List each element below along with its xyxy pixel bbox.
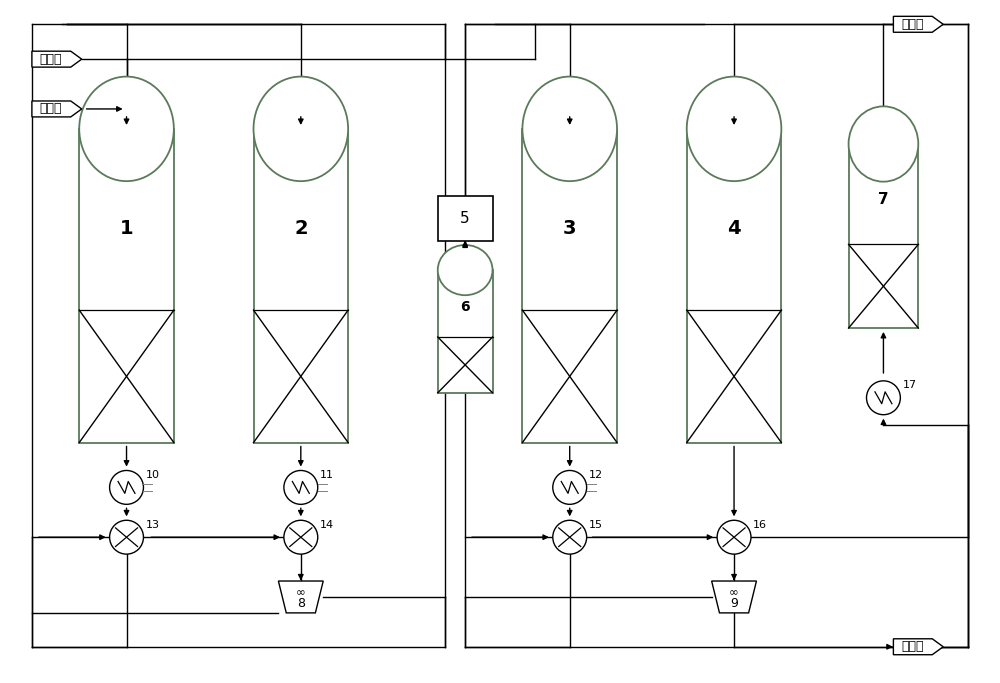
Ellipse shape bbox=[79, 76, 174, 181]
Text: 10: 10 bbox=[145, 470, 159, 479]
Text: 4: 4 bbox=[727, 219, 741, 238]
Circle shape bbox=[553, 471, 587, 504]
Bar bbox=[687, 129, 781, 443]
Circle shape bbox=[284, 520, 318, 554]
Bar bbox=[79, 129, 174, 443]
Ellipse shape bbox=[849, 107, 918, 182]
Text: 1: 1 bbox=[120, 219, 133, 238]
Polygon shape bbox=[32, 51, 82, 67]
Text: 9: 9 bbox=[730, 598, 738, 611]
Text: 合成气: 合成气 bbox=[40, 53, 62, 66]
Bar bbox=[522, 129, 617, 443]
Bar bbox=[438, 196, 493, 241]
Circle shape bbox=[717, 520, 751, 554]
Text: 8: 8 bbox=[297, 598, 305, 611]
Bar bbox=[438, 270, 493, 393]
Text: 12: 12 bbox=[589, 470, 603, 479]
Ellipse shape bbox=[254, 76, 348, 181]
Text: 17: 17 bbox=[902, 380, 916, 390]
Text: 13: 13 bbox=[145, 520, 159, 529]
Text: 5: 5 bbox=[460, 211, 470, 226]
Text: 2: 2 bbox=[294, 219, 308, 238]
Text: 6: 6 bbox=[460, 300, 470, 314]
Text: 水莒气: 水莒气 bbox=[40, 102, 62, 115]
Circle shape bbox=[867, 381, 900, 415]
Ellipse shape bbox=[522, 76, 617, 181]
Bar bbox=[849, 144, 918, 328]
Circle shape bbox=[553, 520, 587, 554]
Text: 14: 14 bbox=[320, 520, 334, 529]
Polygon shape bbox=[278, 581, 323, 613]
Circle shape bbox=[284, 471, 318, 504]
Circle shape bbox=[110, 520, 143, 554]
Text: 7: 7 bbox=[878, 192, 889, 207]
Text: 11: 11 bbox=[320, 470, 334, 479]
Text: 冷凝水: 冷凝水 bbox=[901, 640, 924, 653]
Ellipse shape bbox=[687, 76, 781, 181]
Text: 3: 3 bbox=[563, 219, 576, 238]
Polygon shape bbox=[32, 101, 82, 117]
Text: ∞: ∞ bbox=[296, 586, 306, 599]
Ellipse shape bbox=[438, 245, 493, 295]
Text: 15: 15 bbox=[589, 520, 603, 529]
Polygon shape bbox=[712, 581, 756, 613]
Text: ∞: ∞ bbox=[729, 586, 739, 599]
Polygon shape bbox=[893, 16, 943, 32]
Text: 天然气: 天然气 bbox=[901, 18, 924, 31]
Text: 16: 16 bbox=[753, 520, 767, 529]
Polygon shape bbox=[893, 639, 943, 655]
Bar bbox=[254, 129, 348, 443]
Circle shape bbox=[110, 471, 143, 504]
